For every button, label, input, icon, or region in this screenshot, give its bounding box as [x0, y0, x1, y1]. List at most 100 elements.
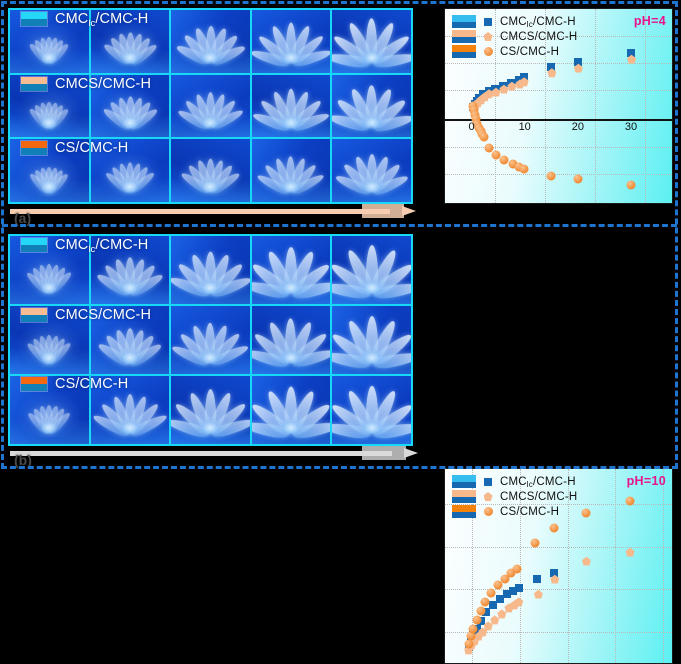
data-point-circ	[480, 597, 490, 607]
data-point-pent	[499, 84, 509, 94]
water-surface	[332, 418, 411, 444]
photo-cell	[90, 10, 170, 73]
flower-core	[283, 51, 300, 64]
data-point-pent	[573, 63, 583, 73]
water-surface	[90, 278, 170, 304]
legend-item-cs: CS/CMC-H	[452, 44, 577, 59]
photo-grid-b	[8, 234, 413, 446]
legend-swatch-cmcs	[452, 30, 476, 43]
legend-item-cmcs: CMCS/CMC-H	[452, 489, 577, 504]
data-point-circ	[508, 159, 518, 169]
photo-cell	[332, 236, 411, 304]
water-surface	[10, 113, 89, 138]
legend-marker-pentagon-icon	[482, 492, 494, 501]
photo-cell	[90, 139, 170, 202]
data-point-circ	[546, 171, 556, 181]
photo-cell	[171, 236, 250, 304]
data-point-circ	[499, 155, 509, 165]
flower-core	[363, 116, 380, 129]
photo-cell	[10, 10, 89, 73]
data-point-circ	[468, 101, 478, 111]
legend-swatch-cmcs	[452, 490, 476, 503]
flower-core	[363, 352, 380, 365]
legend-item-cmclc: CMClc/CMC-H	[452, 14, 577, 29]
data-point-pent	[476, 95, 486, 105]
data-point-circ	[472, 615, 482, 625]
legend-item-cmclc: CMClc/CMC-H	[452, 474, 577, 489]
water-surface	[171, 113, 250, 138]
water-surface	[332, 178, 411, 202]
data-point-circ	[519, 164, 529, 174]
time-arrow-b	[10, 446, 418, 460]
flower-core	[202, 181, 219, 194]
water-surface	[90, 348, 170, 374]
photo-cell	[171, 306, 250, 374]
data-point-circ	[468, 624, 478, 634]
water-surface	[332, 278, 411, 304]
flower-core	[283, 282, 300, 295]
arrow-head	[402, 206, 416, 216]
arrow-tail	[362, 446, 406, 460]
data-point-pent	[533, 589, 543, 599]
data-point-pent	[497, 609, 507, 619]
panel-tag-b: (b)	[14, 452, 32, 468]
panel-tag-a: (a)	[14, 210, 32, 226]
flower-core	[121, 282, 138, 295]
arrow-tail	[362, 204, 404, 218]
data-point-circ	[549, 523, 559, 533]
legend-label-cmclc: CMClc/CMC-H	[500, 475, 576, 489]
data-point-pent	[581, 556, 591, 566]
flower-core	[202, 116, 219, 129]
flower-core	[283, 352, 300, 365]
data-point-pent	[515, 79, 525, 89]
water-surface	[90, 48, 170, 73]
flower-core	[283, 422, 300, 435]
water-surface	[90, 178, 170, 202]
data-point-circ	[486, 588, 496, 598]
plot-ph10: CMClc/CMC-H CMCS/CMC-H CS/CMC-H	[444, 468, 673, 664]
photo-cell	[90, 236, 170, 304]
water-surface	[171, 178, 250, 202]
arrow-line	[10, 209, 390, 214]
arrow-head	[404, 448, 418, 458]
photo-cell	[10, 236, 89, 304]
legend-label-cs: CS/CMC-H	[500, 45, 560, 58]
water-surface	[251, 418, 331, 444]
photo-cell	[251, 306, 331, 374]
legend-label-cmclc: CMClc/CMC-H	[500, 15, 576, 29]
water-surface	[171, 48, 250, 73]
water-surface	[332, 48, 411, 73]
ph-label-a: pH=4	[633, 14, 666, 28]
water-surface	[332, 348, 411, 374]
flower-core	[121, 51, 138, 64]
water-surface	[90, 418, 170, 444]
water-surface	[10, 348, 89, 374]
data-point-pent	[514, 597, 524, 607]
water-surface	[10, 178, 89, 202]
flower-core	[363, 51, 380, 64]
legend-ph4: CMClc/CMC-H CMCS/CMC-H CS/CMC-H	[452, 14, 577, 59]
photo-cell	[10, 139, 89, 202]
flower-core	[41, 116, 58, 129]
photo-cell	[332, 306, 411, 374]
photo-cell	[332, 10, 411, 73]
photo-cell	[10, 376, 89, 444]
water-surface	[251, 348, 331, 374]
photo-cell	[171, 74, 250, 138]
data-point-pent	[491, 87, 501, 97]
legend-item-cs: CS/CMC-H	[452, 504, 577, 519]
data-point-pent	[519, 77, 529, 87]
legend-swatch-cmclc	[452, 15, 476, 28]
photo-cell	[251, 10, 331, 73]
legend-marker-square-icon	[482, 17, 494, 26]
time-arrow-a	[10, 204, 416, 218]
photo-cell	[251, 236, 331, 304]
flower-core	[363, 181, 380, 194]
water-surface	[332, 113, 411, 138]
panel-divider	[2, 224, 677, 227]
data-point-pent	[490, 615, 500, 625]
water-surface	[251, 48, 331, 73]
flower-core	[202, 422, 219, 435]
data-point-circ	[530, 538, 540, 548]
